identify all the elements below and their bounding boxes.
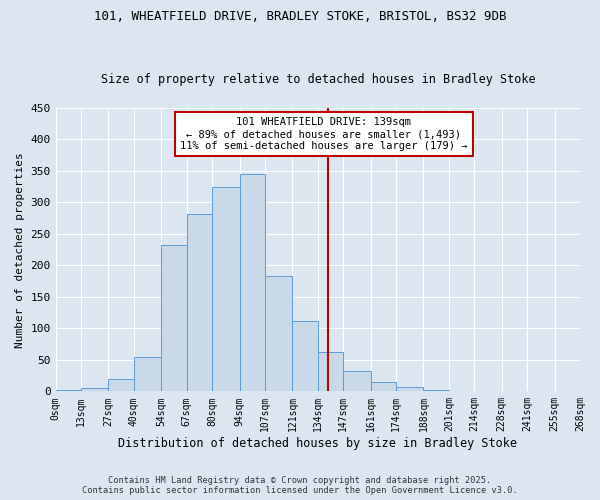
Bar xyxy=(187,214,212,392)
Title: Size of property relative to detached houses in Bradley Stoke: Size of property relative to detached ho… xyxy=(101,73,535,86)
X-axis label: Distribution of detached houses by size in Bradley Stoke: Distribution of detached houses by size … xyxy=(118,437,517,450)
Y-axis label: Number of detached properties: Number of detached properties xyxy=(15,152,25,348)
Bar xyxy=(318,352,343,392)
Bar xyxy=(371,382,396,392)
Bar xyxy=(396,387,424,392)
Bar xyxy=(56,390,81,392)
Text: 101 WHEATFIELD DRIVE: 139sqm
← 89% of detached houses are smaller (1,493)
11% of: 101 WHEATFIELD DRIVE: 139sqm ← 89% of de… xyxy=(180,118,467,150)
Bar xyxy=(527,390,554,392)
Bar xyxy=(292,321,318,392)
Bar xyxy=(161,246,187,392)
Text: 101, WHEATFIELD DRIVE, BRADLEY STOKE, BRISTOL, BS32 9DB: 101, WHEATFIELD DRIVE, BRADLEY STOKE, BR… xyxy=(94,10,506,23)
Bar xyxy=(265,276,292,392)
Bar xyxy=(343,371,371,392)
Bar xyxy=(449,390,475,392)
Bar xyxy=(109,378,134,392)
Text: Contains HM Land Registry data © Crown copyright and database right 2025.
Contai: Contains HM Land Registry data © Crown c… xyxy=(82,476,518,495)
Bar xyxy=(212,186,239,392)
Bar xyxy=(424,390,449,392)
Bar xyxy=(239,174,265,392)
Bar xyxy=(81,388,109,392)
Bar xyxy=(134,356,161,392)
